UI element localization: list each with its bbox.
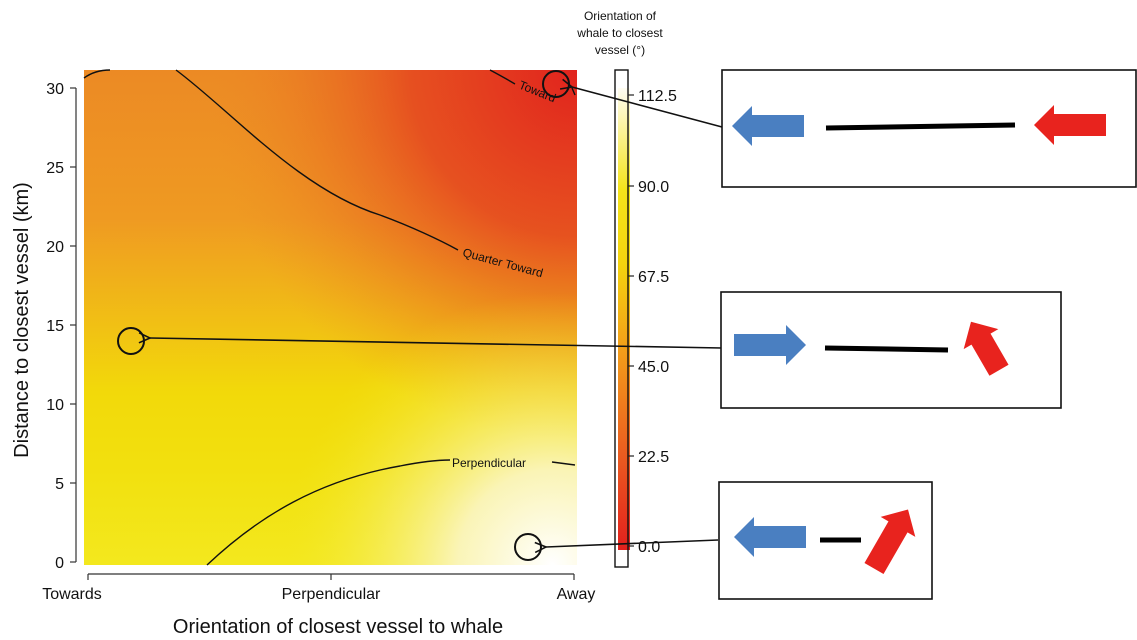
contour-perpendicular [206,459,576,566]
contour-toward [489,69,516,85]
contour-label-perpendicular: Perpendicular [452,456,526,470]
vessel-arrow-icon [963,321,1009,376]
y-tick-label: 10 [46,397,64,414]
colorbar-ramp [618,88,630,550]
y-tick-label: 25 [46,160,64,177]
x-tick-label: Towards [42,586,102,603]
inset-bottom [718,481,933,600]
connector-arrows [150,87,723,547]
y-ticks [70,87,76,563]
connector-arrow-bottom [546,539,719,547]
y-tick-label: 0 [55,555,64,572]
colorbar: Orientation of whale to closest vessel (… [576,9,677,568]
colorbar-tick-label: 45.0 [638,359,669,376]
vessel-arrow-icon [864,509,916,574]
colorbar-tick-label: 0.0 [638,539,660,556]
y-tick-label: 20 [46,239,64,256]
x-ticks [87,574,575,580]
y-tick-label: 5 [55,476,64,493]
heatmap [84,70,577,565]
whale-arrow-icon [734,325,806,365]
colorbar-frame [614,69,629,568]
y-tick-labels: 0 5 10 15 20 25 30 [46,81,64,572]
inset-top [721,69,1137,188]
x-tick-label: Away [557,586,596,603]
contour-quarter-toward [83,69,459,251]
colorbar-tick-label: 22.5 [638,449,669,466]
y-tick-label: 30 [46,81,64,98]
vessel-line [824,345,949,353]
colorbar-tick-label: 90.0 [638,179,669,196]
colorbar-title-line1: Orientation of [584,9,657,23]
colorbar-tick-label: 112.5 [638,88,677,105]
connector-arrow-top [572,87,723,128]
colorbar-title-line3: vessel (°) [595,43,645,57]
vessel-arrow-icon [1034,105,1106,145]
x-axis-label: Orientation of closest vessel to whale [173,616,503,638]
contours [83,69,576,566]
y-tick-label: 15 [46,318,64,335]
connector-arrow-middle [150,338,723,349]
whale-arrow-icon [732,106,804,146]
colorbar-title-line2: whale to closest [576,26,663,40]
x-tick-label: Perpendicular [282,586,381,603]
colorbar-tick-label: 67.5 [638,269,669,286]
heatmap-shade-white [84,70,577,565]
vessel-line [825,122,1016,131]
y-axis-label: Distance to closest vessel (km) [11,182,33,458]
whale-arrow-icon [734,517,806,557]
inset-middle [720,291,1062,409]
x-tick-labels: Towards Perpendicular Away [42,586,595,603]
